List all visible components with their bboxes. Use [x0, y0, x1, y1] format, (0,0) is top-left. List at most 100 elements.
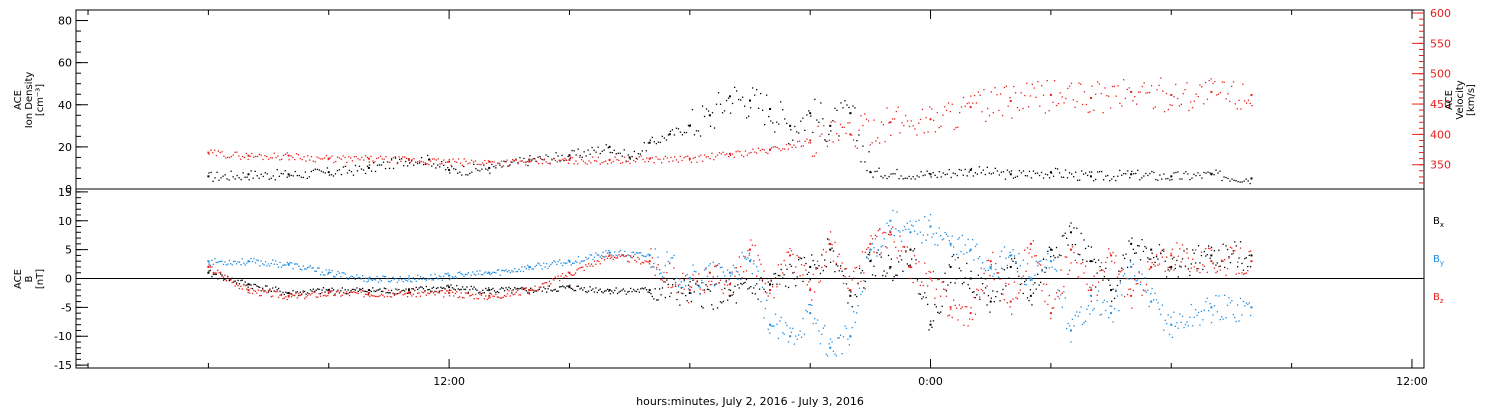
data-dot: [608, 255, 610, 257]
data-dot: [602, 256, 604, 258]
data-dot: [896, 211, 898, 213]
data-dot: [545, 161, 547, 163]
data-dot: [547, 162, 549, 165]
data-dot: [971, 239, 974, 241]
data-dot: [557, 260, 559, 263]
data-dot: [1012, 177, 1015, 179]
data-dot: [829, 338, 832, 340]
data-dot: [847, 338, 849, 340]
data-dot: [616, 159, 618, 161]
data-dot: [383, 296, 385, 298]
data-dot: [826, 140, 828, 143]
data-dot: [947, 102, 950, 104]
data-dot: [493, 290, 496, 292]
data-dot: [951, 103, 953, 105]
data-dot: [340, 295, 342, 297]
data-dot: [856, 266, 858, 269]
data-dot: [267, 291, 270, 293]
data-dot: [246, 284, 248, 286]
data-dot: [1181, 315, 1184, 317]
data-dot: [1116, 284, 1119, 287]
data-dot: [685, 156, 687, 158]
data-dot: [1082, 259, 1084, 261]
data-dot: [1205, 248, 1207, 250]
data-dot: [355, 156, 357, 158]
data-dot: [527, 291, 529, 293]
data-dot: [815, 268, 817, 270]
data-dot: [1244, 272, 1246, 275]
data-dot: [1074, 106, 1076, 108]
data-dot: [1121, 174, 1123, 176]
data-dot: [377, 295, 380, 298]
data-dot: [638, 156, 640, 158]
data-dot: [1167, 108, 1169, 111]
data-point: [488, 166, 491, 169]
data-dot: [783, 274, 785, 276]
data-dot: [485, 295, 487, 297]
data-dot: [1125, 253, 1127, 255]
data-dot: [1000, 93, 1002, 95]
data-dot: [380, 293, 383, 295]
data-dot: [635, 261, 638, 263]
data-dot: [1168, 270, 1171, 272]
data-point: [1090, 175, 1093, 178]
data-dot: [1171, 178, 1173, 181]
data-dot: [513, 159, 516, 162]
data-point: [287, 154, 290, 157]
data-dot: [841, 262, 843, 264]
data-dot: [400, 160, 402, 162]
data-dot: [1035, 255, 1037, 257]
data-dot: [840, 265, 842, 267]
data-dot: [461, 174, 463, 176]
data-dot: [256, 292, 258, 294]
data-dot: [828, 243, 830, 245]
data-dot: [806, 114, 808, 116]
data-dot: [1155, 254, 1158, 256]
data-dot: [383, 158, 385, 160]
data-dot: [595, 151, 597, 153]
data-dot: [974, 297, 977, 299]
data-dot: [1022, 292, 1024, 295]
data-dot: [541, 268, 543, 270]
data-dot: [214, 149, 216, 151]
data-dot: [941, 281, 943, 283]
data-dot: [409, 280, 412, 282]
data-dot: [707, 155, 709, 158]
data-dot: [793, 144, 795, 146]
data-dot: [711, 112, 714, 114]
data-dot: [1073, 252, 1075, 254]
data-dot: [796, 131, 798, 133]
data-dot: [902, 229, 904, 232]
data-dot: [933, 119, 935, 121]
data-dot: [299, 291, 301, 293]
data-dot: [870, 235, 872, 237]
data-dot: [662, 158, 665, 160]
data-dot: [1218, 265, 1220, 268]
data-dot: [543, 159, 545, 161]
data-dot: [1206, 297, 1208, 299]
data-dot: [381, 158, 383, 160]
data-dot: [526, 160, 529, 163]
data-dot: [501, 297, 503, 299]
data-dot: [696, 281, 698, 283]
data-dot: [780, 101, 782, 103]
data-dot: [579, 288, 581, 290]
data-dot: [660, 272, 662, 274]
data-dot: [870, 249, 872, 251]
data-dot: [514, 268, 516, 270]
data-dot: [1111, 85, 1114, 88]
data-dot: [1215, 295, 1217, 297]
data-dot: [893, 235, 895, 237]
data-dot: [495, 164, 497, 167]
data-dot: [476, 297, 478, 300]
data-dot: [1059, 92, 1061, 94]
data-dot: [724, 287, 726, 290]
data-dot: [425, 294, 427, 296]
data-dot: [1073, 325, 1075, 327]
data-dot: [785, 322, 787, 324]
data-dot: [668, 161, 670, 163]
data-dot: [637, 153, 639, 155]
data-dot: [1099, 314, 1101, 316]
data-dot: [330, 271, 332, 274]
